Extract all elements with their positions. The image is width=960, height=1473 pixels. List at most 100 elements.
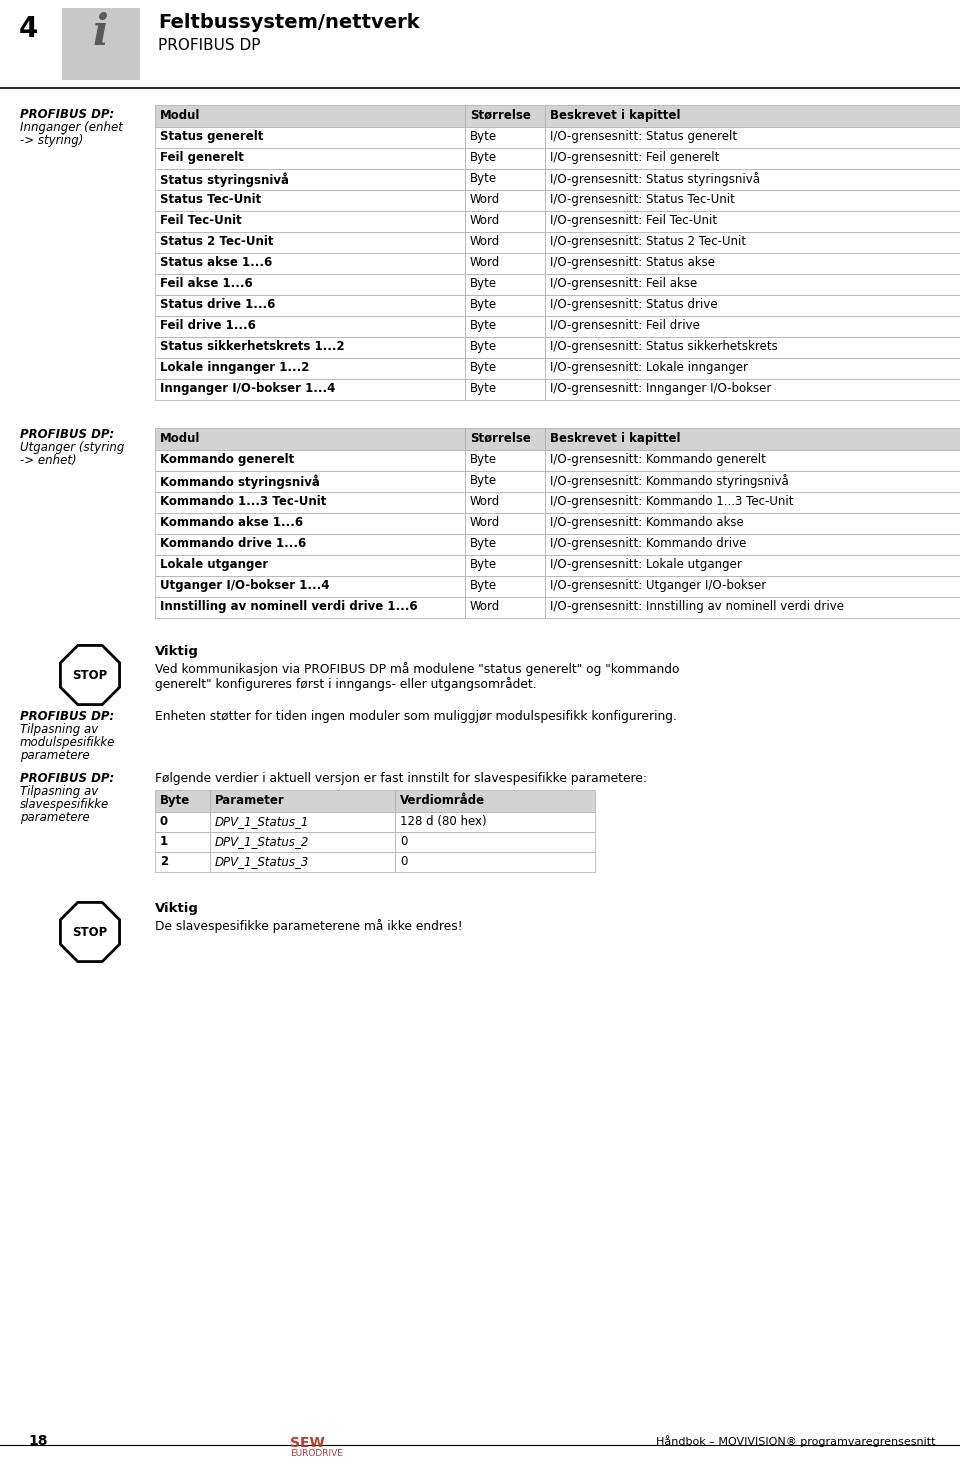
Text: 4: 4	[18, 15, 37, 43]
Text: PROFIBUS DP:: PROFIBUS DP:	[20, 772, 114, 785]
Text: Byte: Byte	[470, 538, 497, 549]
Text: Innganger I/O-bokser 1...4: Innganger I/O-bokser 1...4	[160, 382, 335, 395]
Text: I/O-grensesnitt: Innstilling av nominell verdi drive: I/O-grensesnitt: Innstilling av nominell…	[550, 600, 844, 613]
Text: i: i	[93, 12, 108, 55]
Text: 1: 1	[160, 835, 168, 848]
Text: 0: 0	[160, 815, 168, 828]
Text: Status sikkerhetskrets 1...2: Status sikkerhetskrets 1...2	[160, 340, 345, 354]
Text: PROFIBUS DP: PROFIBUS DP	[158, 38, 260, 53]
Text: generelt" konfigureres først i inngangs- eller utgangsområdet.: generelt" konfigureres først i inngangs-…	[155, 678, 537, 691]
Text: 2: 2	[160, 854, 168, 868]
Text: 128 d (80 hex): 128 d (80 hex)	[400, 815, 487, 828]
Text: Tilpasning av: Tilpasning av	[20, 785, 98, 798]
Text: Byte: Byte	[470, 454, 497, 465]
Text: Beskrevet i kapittel: Beskrevet i kapittel	[550, 109, 681, 122]
Text: I/O-grensesnitt: Feil Tec-Unit: I/O-grensesnitt: Feil Tec-Unit	[550, 214, 717, 227]
Text: I/O-grensesnitt: Status drive: I/O-grensesnitt: Status drive	[550, 298, 718, 311]
Text: I/O-grensesnitt: Status generelt: I/O-grensesnitt: Status generelt	[550, 130, 737, 143]
Text: Status styringsnivå: Status styringsnivå	[160, 172, 289, 187]
Text: I/O-grensesnitt: Status styringsnivå: I/O-grensesnitt: Status styringsnivå	[550, 172, 760, 186]
Text: PROFIBUS DP:: PROFIBUS DP:	[20, 710, 114, 723]
Text: Lokale innganger 1...2: Lokale innganger 1...2	[160, 361, 309, 374]
Text: Byte: Byte	[470, 340, 497, 354]
Text: Kommando akse 1...6: Kommando akse 1...6	[160, 516, 303, 529]
Text: I/O-grensesnitt: Status 2 Tec-Unit: I/O-grensesnitt: Status 2 Tec-Unit	[550, 236, 746, 247]
Text: Beskrevet i kapittel: Beskrevet i kapittel	[550, 432, 681, 445]
Text: Byte: Byte	[470, 277, 497, 290]
Text: DPV_1_Status_1: DPV_1_Status_1	[215, 815, 309, 828]
Text: Kommando drive 1...6: Kommando drive 1...6	[160, 538, 306, 549]
Text: Word: Word	[470, 214, 500, 227]
Text: Innstilling av nominell verdi drive 1...6: Innstilling av nominell verdi drive 1...…	[160, 600, 418, 613]
Text: PROFIBUS DP:: PROFIBUS DP:	[20, 108, 114, 121]
Text: I/O-grensesnitt: Status akse: I/O-grensesnitt: Status akse	[550, 256, 715, 270]
Text: Feil generelt: Feil generelt	[160, 152, 244, 164]
Text: Utganger I/O-bokser 1...4: Utganger I/O-bokser 1...4	[160, 579, 329, 592]
Text: Lokale utganger: Lokale utganger	[160, 558, 268, 572]
Text: Byte: Byte	[470, 558, 497, 572]
Text: -> styring): -> styring)	[20, 134, 84, 147]
Text: Håndbok – MOVIVISION® programvaregrensesnitt: Håndbok – MOVIVISION® programvaregrenses…	[656, 1435, 935, 1446]
Text: Byte: Byte	[160, 794, 190, 807]
Text: I/O-grensesnitt: Feil akse: I/O-grensesnitt: Feil akse	[550, 277, 697, 290]
Text: Utganger (styring: Utganger (styring	[20, 440, 125, 454]
Text: I/O-grensesnitt: Status sikkerhetskrets: I/O-grensesnitt: Status sikkerhetskrets	[550, 340, 778, 354]
Text: Byte: Byte	[470, 579, 497, 592]
Text: I/O-grensesnitt: Kommando drive: I/O-grensesnitt: Kommando drive	[550, 538, 746, 549]
Text: Ved kommunikasjon via PROFIBUS DP må modulene "status generelt" og "kommando: Ved kommunikasjon via PROFIBUS DP må mod…	[155, 661, 680, 676]
Text: Tilpasning av: Tilpasning av	[20, 723, 98, 736]
Text: Word: Word	[470, 495, 500, 508]
Text: Modul: Modul	[160, 109, 201, 122]
Text: Parameter: Parameter	[215, 794, 285, 807]
Text: Byte: Byte	[470, 320, 497, 331]
Text: Feil akse 1...6: Feil akse 1...6	[160, 277, 252, 290]
Text: slavespesifikke: slavespesifikke	[20, 798, 109, 812]
Text: Byte: Byte	[470, 474, 497, 488]
Text: 18: 18	[28, 1435, 47, 1448]
Text: Byte: Byte	[470, 152, 497, 164]
Text: Byte: Byte	[470, 298, 497, 311]
Text: Word: Word	[470, 256, 500, 270]
Text: Word: Word	[470, 600, 500, 613]
Text: parametere: parametere	[20, 812, 89, 823]
Text: Byte: Byte	[470, 361, 497, 374]
Text: Feil drive 1...6: Feil drive 1...6	[160, 320, 256, 331]
Text: 0: 0	[400, 835, 407, 848]
Text: I/O-grensesnitt: Kommando 1...3 Tec-Unit: I/O-grensesnitt: Kommando 1...3 Tec-Unit	[550, 495, 794, 508]
Text: Word: Word	[470, 236, 500, 247]
Text: I/O-grensesnitt: Kommando generelt: I/O-grensesnitt: Kommando generelt	[550, 454, 766, 465]
Text: I/O-grensesnitt: Kommando akse: I/O-grensesnitt: Kommando akse	[550, 516, 744, 529]
Text: I/O-grensesnitt: Feil drive: I/O-grensesnitt: Feil drive	[550, 320, 700, 331]
Text: Kommando styringsnivå: Kommando styringsnivå	[160, 474, 320, 489]
Text: Enheten støtter for tiden ingen moduler som muliggjør modulspesifikk konfigureri: Enheten støtter for tiden ingen moduler …	[155, 710, 677, 723]
Text: Innganger (enhet: Innganger (enhet	[20, 121, 123, 134]
Text: Kommando 1...3 Tec-Unit: Kommando 1...3 Tec-Unit	[160, 495, 326, 508]
Text: modulspesifikke: modulspesifikke	[20, 736, 115, 748]
Text: I/O-grensesnitt: Utganger I/O-bokser: I/O-grensesnitt: Utganger I/O-bokser	[550, 579, 766, 592]
Text: Feil Tec-Unit: Feil Tec-Unit	[160, 214, 242, 227]
Text: I/O-grensesnitt: Lokale utganger: I/O-grensesnitt: Lokale utganger	[550, 558, 742, 572]
Text: PROFIBUS DP:: PROFIBUS DP:	[20, 429, 114, 440]
Text: I/O-grensesnitt: Status Tec-Unit: I/O-grensesnitt: Status Tec-Unit	[550, 193, 734, 206]
Text: Viktig: Viktig	[155, 901, 199, 915]
Text: Viktig: Viktig	[155, 645, 199, 658]
Text: Kommando generelt: Kommando generelt	[160, 454, 295, 465]
Text: Status 2 Tec-Unit: Status 2 Tec-Unit	[160, 236, 274, 247]
Text: Status drive 1...6: Status drive 1...6	[160, 298, 276, 311]
Text: -> enhet): -> enhet)	[20, 454, 77, 467]
Text: Word: Word	[470, 516, 500, 529]
Text: Følgende verdier i aktuell versjon er fast innstilt for slavespesifikke paramete: Følgende verdier i aktuell versjon er fa…	[155, 772, 647, 785]
Text: Byte: Byte	[470, 130, 497, 143]
Text: Status generelt: Status generelt	[160, 130, 263, 143]
Text: Byte: Byte	[470, 172, 497, 186]
Text: De slavespesifikke parameterene må ikke endres!: De slavespesifikke parameterene må ikke …	[155, 919, 463, 932]
Text: I/O-grensesnitt: Lokale innganger: I/O-grensesnitt: Lokale innganger	[550, 361, 748, 374]
Text: Feltbussystem/nettverk: Feltbussystem/nettverk	[158, 13, 420, 32]
Text: I/O-grensesnitt: Feil generelt: I/O-grensesnitt: Feil generelt	[550, 152, 719, 164]
Text: DPV_1_Status_2: DPV_1_Status_2	[215, 835, 309, 848]
Text: I/O-grensesnitt: Kommando styringsnivå: I/O-grensesnitt: Kommando styringsnivå	[550, 474, 789, 488]
Text: Verdiområde: Verdiområde	[400, 794, 485, 807]
Text: DPV_1_Status_3: DPV_1_Status_3	[215, 854, 309, 868]
Text: SEW: SEW	[290, 1436, 324, 1449]
Text: STOP: STOP	[72, 925, 108, 938]
